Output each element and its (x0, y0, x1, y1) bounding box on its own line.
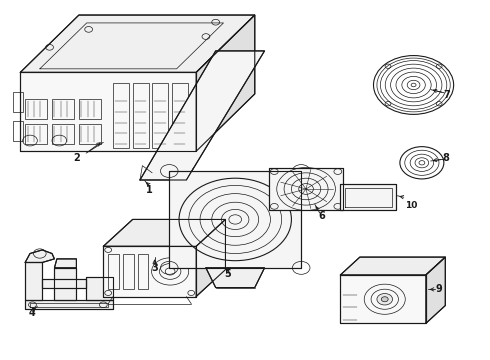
Bar (52, 99, 74, 119)
Polygon shape (86, 277, 113, 300)
Polygon shape (140, 51, 265, 180)
Text: 8: 8 (443, 153, 450, 163)
Bar (13, 92, 23, 112)
Bar (108, 253, 119, 289)
Text: 5: 5 (224, 269, 231, 279)
Polygon shape (42, 279, 86, 288)
Polygon shape (426, 257, 445, 323)
Bar (13, 121, 23, 140)
Polygon shape (169, 171, 301, 268)
Text: 9: 9 (436, 284, 442, 294)
Circle shape (377, 293, 392, 305)
Bar (123, 253, 134, 289)
Polygon shape (196, 220, 225, 297)
Polygon shape (340, 257, 445, 275)
Bar (79, 125, 101, 144)
Circle shape (381, 297, 388, 302)
Bar (79, 99, 101, 119)
Polygon shape (54, 259, 76, 268)
Text: 4: 4 (29, 309, 36, 318)
Polygon shape (270, 168, 343, 210)
Bar (113, 83, 129, 148)
Polygon shape (20, 15, 255, 72)
Polygon shape (196, 15, 255, 151)
Polygon shape (340, 275, 426, 323)
Text: 3: 3 (151, 263, 158, 273)
Bar (172, 83, 188, 148)
Text: 2: 2 (73, 153, 80, 163)
Polygon shape (206, 268, 265, 288)
Polygon shape (20, 72, 196, 151)
Bar (138, 253, 148, 289)
Polygon shape (103, 220, 225, 246)
Bar (133, 83, 149, 148)
Bar (52, 125, 74, 144)
Text: 6: 6 (318, 211, 325, 221)
Polygon shape (25, 262, 42, 300)
Bar (25, 99, 47, 119)
Text: 7: 7 (443, 90, 450, 100)
Polygon shape (25, 250, 54, 262)
Bar (152, 83, 168, 148)
Polygon shape (103, 246, 196, 297)
Polygon shape (340, 184, 396, 210)
Polygon shape (25, 300, 113, 309)
Bar (25, 125, 47, 144)
Polygon shape (54, 268, 76, 300)
Text: 10: 10 (405, 201, 417, 210)
Text: 1: 1 (147, 185, 153, 195)
